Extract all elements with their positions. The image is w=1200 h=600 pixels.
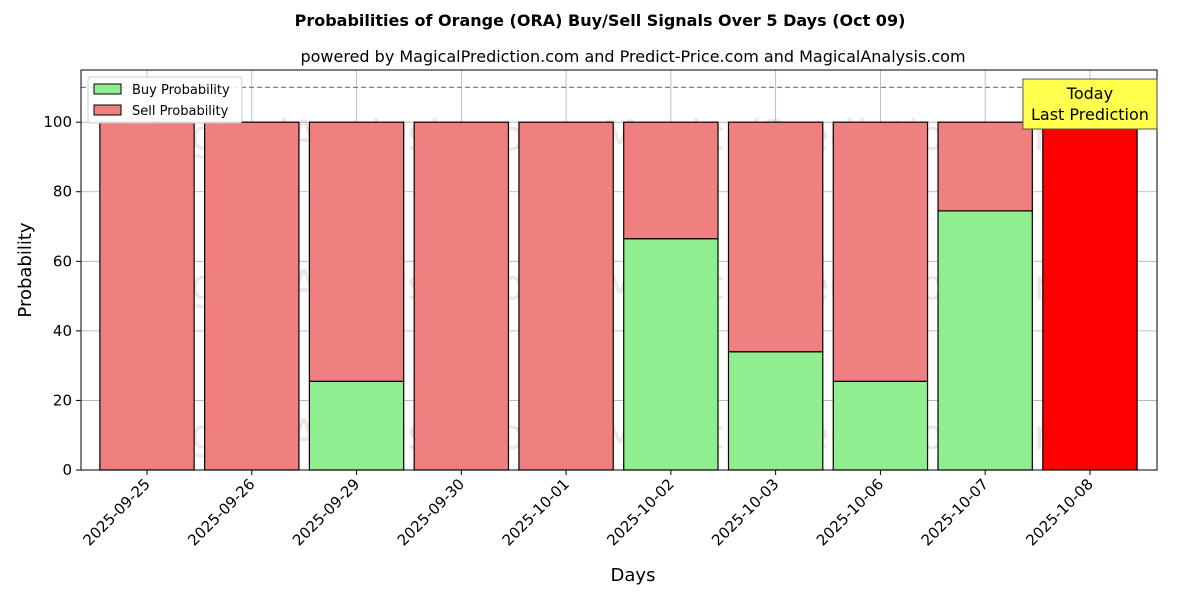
y-axis: 0 20 40 60 80 100 — [43, 113, 81, 479]
y-tick-label: 0 — [62, 461, 72, 479]
y-axis-label: Probability — [15, 222, 36, 317]
buy-bar — [308, 380, 405, 471]
annotation-line: Today — [1066, 84, 1113, 103]
sell-bar — [413, 121, 510, 471]
legend-swatch — [93, 83, 122, 95]
x-tick-label: 2025-09-30 — [394, 475, 468, 549]
legend-swatch — [93, 104, 122, 116]
legend: Buy Probability Sell Probability — [87, 76, 243, 124]
x-tick-label: 2025-10-06 — [813, 475, 887, 549]
x-tick-label: 2025-10-03 — [708, 475, 782, 549]
sell-bar — [518, 121, 614, 471]
buy-bar — [832, 380, 929, 471]
x-tick-label: 2025-09-26 — [184, 475, 258, 549]
y-tick-label: 60 — [53, 252, 72, 270]
sell-bar — [937, 121, 1033, 212]
y-tick-label: 80 — [53, 183, 72, 201]
y-tick-label: 40 — [53, 322, 72, 340]
today-annotation: Today Last Prediction — [1022, 78, 1158, 130]
sell-bar — [204, 121, 300, 471]
bars — [99, 121, 1138, 471]
x-tick-label: 2025-09-25 — [79, 475, 153, 549]
buy-bar — [623, 238, 719, 471]
sell-bar — [308, 121, 405, 382]
sell-bar — [727, 121, 824, 353]
chart-title: Probabilities of Orange (ORA) Buy/Sell S… — [295, 11, 906, 30]
sell-bar — [832, 121, 929, 382]
highlight-sell-bar — [1042, 121, 1138, 471]
x-tick-label: 2025-09-29 — [289, 475, 363, 549]
buy-bar — [937, 210, 1033, 471]
x-tick-label: 2025-10-08 — [1022, 475, 1096, 549]
x-tick-label: 2025-10-07 — [918, 475, 992, 549]
sell-bar — [99, 121, 195, 471]
legend-box — [87, 76, 243, 124]
x-axis-label: Days — [611, 565, 656, 586]
chart-subtitle: powered by MagicalPrediction.com and Pre… — [300, 47, 965, 66]
legend-label: Sell Probability — [132, 104, 229, 119]
buy-bar — [727, 351, 824, 471]
sell-bar — [623, 121, 719, 240]
plot-frame — [80, 69, 1158, 471]
x-axis: 2025-09-25 2025-09-26 2025-09-29 2025-09-30… — [79, 470, 1097, 549]
y-tick-label: 100 — [43, 113, 72, 131]
legend-label: Buy Probability — [132, 83, 230, 98]
x-tick-label: 2025-10-01 — [499, 475, 573, 549]
x-tick-label: 2025-10-02 — [603, 475, 677, 549]
annotation-box — [1022, 78, 1158, 130]
y-tick-label: 20 — [53, 391, 72, 409]
annotation-line: Last Prediction — [1031, 105, 1149, 124]
